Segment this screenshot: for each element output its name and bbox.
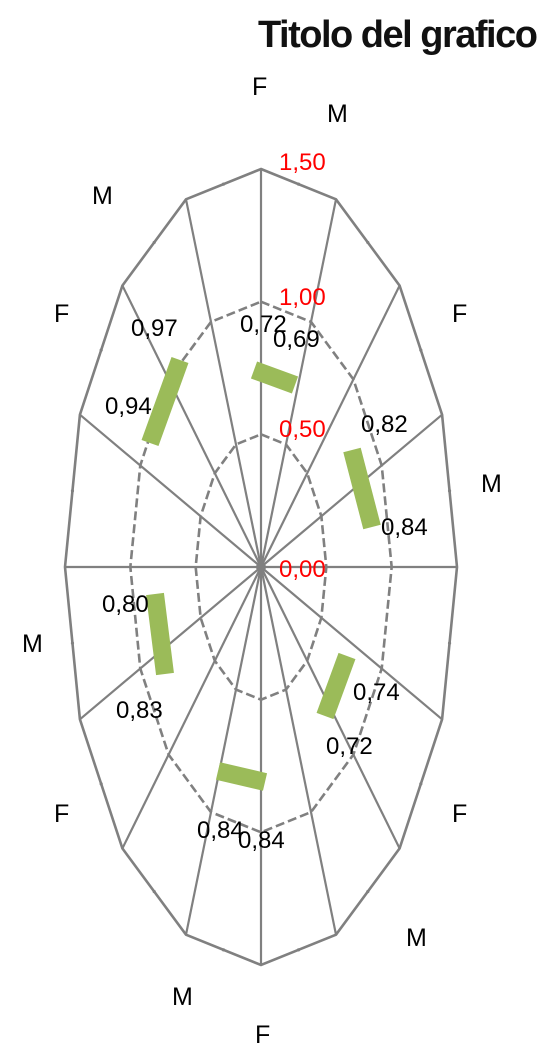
grid-tick [70,641,75,645]
grid-tick [152,240,156,245]
series-segment [141,356,189,447]
data-label: 0,94 [105,393,152,420]
grid-tick [296,182,301,186]
data-label: 0,84 [197,817,244,844]
grid-tick [419,782,423,786]
grid-tick [447,489,452,493]
data-label: 0,84 [238,827,285,854]
grid-ring [63,167,459,967]
axis-spoke [79,566,262,721]
axis-spoke [260,413,443,568]
data-label: 0,82 [361,411,408,438]
category-label: M [22,630,43,658]
grid-tick [419,348,423,352]
series-segment [215,762,268,791]
tick-label-layer: 0,00 0,50 1,00 1,50 [279,149,326,583]
axis-spoke [259,199,338,568]
axis-spoke [121,285,262,568]
series-segment [250,361,299,394]
grid-tick [99,348,103,352]
grid-tick [221,948,226,952]
category-label: M [327,100,348,128]
data-label: 0,97 [131,315,178,342]
grid-ring [194,432,328,702]
data-label: 0,80 [102,591,149,618]
category-label: M [481,470,502,498]
axis-spoke [259,566,338,935]
grid-tick [366,240,370,245]
axis-center [256,562,266,572]
data-label: 0,84 [381,514,428,541]
data-label: 0,83 [116,697,163,724]
grid-tick [447,641,452,645]
category-label: F [252,73,267,101]
r-tick-label: 1,50 [279,149,326,176]
category-label: M [172,983,193,1011]
axis-spoke [184,199,263,568]
data-label-layer: 0,72 0,69 0,82 0,84 0,74 0,72 0,84 0,84 … [102,311,428,854]
data-label: 0,72 [240,311,287,338]
series-segment [343,447,381,530]
chart-title: Titolo del grafico [258,14,538,56]
data-label: 0,72 [326,733,373,760]
category-label: M [92,182,113,210]
category-label: F [54,300,69,328]
category-label: F [255,1021,270,1049]
r-tick-label: 0,50 [279,416,326,443]
category-label-layer: F M F M F M F M F M F M [22,73,502,1049]
grid-tick [99,782,103,786]
grid-tick [366,889,370,894]
axis-spoke [184,566,263,935]
grid-tick [152,889,156,894]
data-label: 0,69 [273,326,320,353]
axis-spoke [79,413,262,568]
series-layer [141,356,381,791]
grid-tick [296,948,301,952]
axis-spoke [260,285,401,568]
r-tick-label: 0,00 [279,556,326,583]
category-label: M [406,924,427,952]
grid-tick [221,182,226,186]
data-label: 0,74 [353,679,400,706]
category-label: F [54,800,69,828]
grid-tick [70,489,75,493]
series-segment [146,592,174,676]
axis-spoke [121,566,262,849]
r-tick-label: 1,00 [279,284,326,311]
category-label: F [452,800,467,828]
category-label: F [452,300,467,328]
series-segment [316,652,356,720]
axis-spoke [260,566,443,721]
